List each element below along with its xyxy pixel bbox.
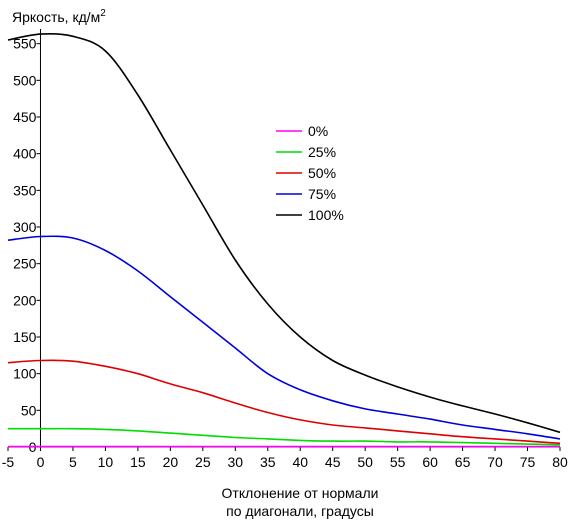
- x-tick-label: 0: [37, 454, 45, 470]
- x-tick-label: 10: [98, 454, 114, 470]
- y-tick-label: 100: [13, 366, 37, 382]
- x-tick-label: 60: [422, 454, 438, 470]
- x-axis-title-line1: Отклонение от нормали: [222, 485, 379, 501]
- y-tick-label: 500: [13, 72, 37, 88]
- series-line-75pct: [7, 235, 561, 440]
- y-axis-title-superscript: 2: [100, 8, 106, 19]
- x-tick-label: 65: [455, 454, 471, 470]
- y-axis-title-text: Яркость, кд/м: [12, 9, 100, 25]
- y-tick-label: 450: [13, 109, 37, 125]
- x-axis-title-line2: по диагонали, градусы: [226, 503, 374, 519]
- x-tick-label: 5: [69, 454, 77, 470]
- x-tick-label: 75: [520, 454, 536, 470]
- y-tick-label: 250: [13, 256, 37, 272]
- y-tick-label: 150: [13, 329, 37, 345]
- y-tick-label: 50: [21, 402, 37, 418]
- y-tick-label: 300: [13, 219, 37, 235]
- legend-label: 0%: [308, 123, 328, 139]
- x-tick-label: 40: [292, 454, 308, 470]
- series-line-25pct: [7, 427, 561, 446]
- series-line-100pct: [7, 32, 561, 434]
- y-tick-label: 550: [13, 36, 37, 52]
- x-tick-label: 35: [260, 454, 276, 470]
- legend-label: 75%: [308, 186, 336, 202]
- series-line-50pct: [7, 359, 561, 445]
- x-tick-label: 55: [390, 454, 406, 470]
- x-tick-label: -5: [2, 454, 15, 470]
- x-tick-label: 25: [195, 454, 211, 470]
- x-tick-label: 30: [228, 454, 244, 470]
- x-tick-label: 15: [130, 454, 146, 470]
- x-tick-label: 50: [357, 454, 373, 470]
- series-layer: [7, 32, 561, 448]
- x-tick-label: 45: [325, 454, 341, 470]
- y-axis-title: Яркость, кд/м2: [12, 8, 106, 25]
- y-tick-label: 200: [13, 292, 37, 308]
- legend: 0% 25% 50% 75% 100%: [276, 123, 344, 223]
- y-tick-label: 400: [13, 146, 37, 162]
- x-tick-label: 80: [552, 454, 568, 470]
- x-tick-label: 70: [487, 454, 503, 470]
- legend-label: 50%: [308, 165, 336, 181]
- y-tick-label: 350: [13, 182, 37, 198]
- legend-label: 25%: [308, 144, 336, 160]
- legend-label: 100%: [308, 207, 344, 223]
- x-tick-label: 20: [163, 454, 179, 470]
